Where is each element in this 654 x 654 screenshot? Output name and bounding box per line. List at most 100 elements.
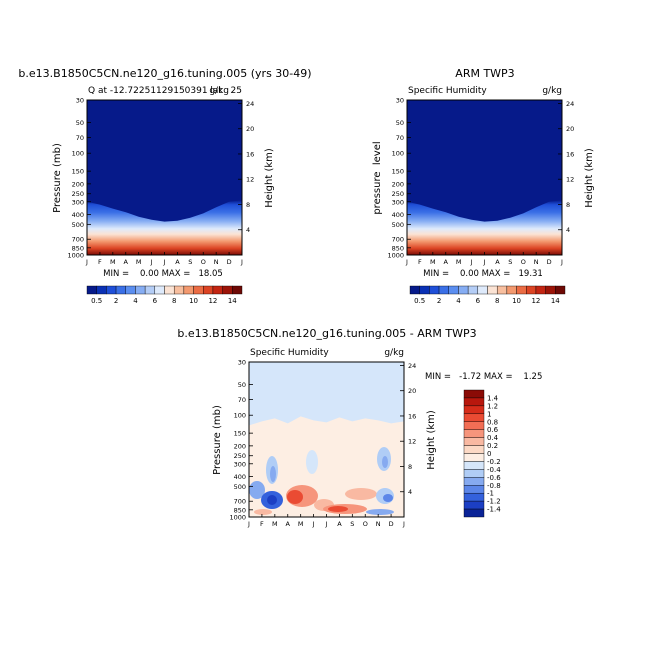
x-tick-label: F [98, 258, 102, 266]
x-tick-label: A [286, 520, 291, 528]
colorbar-swatch [438, 285, 449, 295]
panel-model-units-extra: 25 [231, 86, 242, 96]
colorbar-swatch [463, 469, 485, 478]
x-tick-label: J [325, 520, 328, 528]
colorbar-label: 0.2 [487, 442, 498, 450]
x-tick-label: S [188, 258, 192, 266]
x-tick-label: A [444, 258, 449, 266]
y-tick-label: 70 [76, 134, 84, 142]
x-tick-label: J [560, 258, 563, 266]
y-tick-label: 100 [72, 150, 84, 158]
x-tick-label: J [240, 258, 243, 266]
colorbar-swatch [463, 437, 485, 446]
colorbar-swatch [463, 492, 485, 502]
colorbar-swatch [516, 285, 527, 295]
panel-diff-ylabel-right: Height (km) [426, 410, 437, 470]
y-tick-label: 50 [238, 381, 246, 389]
y-tick-label: 150 [234, 430, 246, 438]
colorbar-swatch [458, 285, 469, 295]
panel-model-left-label: Q at -12.72251129150391 lat [88, 86, 222, 96]
y-tick-label: 400 [392, 211, 404, 219]
colorbar-swatch [463, 445, 485, 454]
y-tick-label: 70 [238, 396, 246, 404]
colorbar-label: 0.8 [487, 418, 498, 426]
colorbar-swatch [193, 285, 204, 295]
colorbar-swatch [506, 285, 517, 295]
colorbar-swatch [463, 500, 485, 510]
panel-model-moist-layer [87, 200, 242, 255]
y-tick-label: 500 [392, 221, 404, 229]
height-tick-label: 4 [408, 488, 412, 496]
panel-model-units: g/kg [209, 86, 229, 96]
panel-obs-colorbar: 0.5 2 4 6 8 10 12 14 [409, 285, 566, 305]
panel-diff-units: g/kg [384, 348, 404, 358]
colorbar-swatch [183, 285, 194, 295]
height-tick-label: 24 [408, 362, 416, 370]
y-tick-label: 200 [72, 180, 84, 188]
panel-obs: ARM TWP3 Specific Humidity g/kg 30 50 70 10… [372, 67, 595, 305]
colorbar-label: 6 [476, 297, 481, 305]
colorbar-label: 4 [456, 297, 461, 305]
colorbar-swatch [467, 285, 479, 295]
y-tick-label: 30 [396, 97, 404, 105]
colorbar-swatch [463, 485, 485, 494]
x-tick-label: M [136, 258, 142, 266]
colorbar-swatch [463, 453, 485, 462]
colorbar-label: 0.6 [487, 426, 499, 434]
colorbar-swatch [463, 461, 485, 470]
colorbar-label: -0.8 [487, 482, 501, 490]
panel-diff-ylabel: Pressure (mb) [212, 405, 223, 475]
y-tick-label: 250 [72, 190, 84, 198]
colorbar-swatch [496, 285, 508, 295]
y-tick-label: 250 [392, 190, 404, 198]
height-tick-label: 24 [566, 100, 574, 108]
panel-diff-upper-negative [249, 362, 404, 428]
x-tick-label: O [363, 520, 368, 528]
colorbar-label: 10 [189, 297, 198, 305]
colorbar-swatch [477, 285, 488, 295]
y-tick-label: 500 [72, 221, 84, 229]
panel-diff: b.e13.B1850C5CN.ne120_g16.tuning.005 - A… [177, 327, 542, 528]
x-tick-label: M [298, 520, 304, 528]
y-tick-label: 30 [76, 97, 84, 105]
colorbar-label: 12 [531, 297, 540, 305]
x-tick-label: J [163, 258, 166, 266]
height-tick-label: 4 [566, 226, 570, 234]
height-tick-label: 12 [408, 438, 416, 446]
y-tick-label: 300 [234, 460, 246, 468]
y-tick-label: 100 [234, 412, 246, 420]
colorbar-swatch [429, 285, 440, 295]
x-tick-label: J [405, 258, 408, 266]
colorbar-label: 1.4 [487, 394, 499, 402]
panel-diff-title: b.e13.B1850C5CN.ne120_g16.tuning.005 - A… [177, 327, 476, 340]
x-tick-label: F [418, 258, 422, 266]
y-tick-label: 300 [392, 198, 404, 206]
height-tick-label: 20 [408, 387, 416, 395]
colorbar-label: 8 [172, 297, 176, 305]
y-tick-label: 50 [76, 119, 84, 127]
height-tick-label: 8 [566, 201, 570, 209]
y-tick-label: 70 [396, 134, 404, 142]
panel-model-field [87, 100, 242, 255]
colorbar-label: 0.5 [91, 297, 102, 305]
colorbar-swatch [463, 405, 485, 415]
panel-obs-units: g/kg [542, 86, 562, 96]
panel-obs-ylabel-right: Height (km) [584, 148, 595, 208]
colorbar-label: 0.5 [414, 297, 425, 305]
y-tick-label: 100 [392, 150, 404, 158]
x-tick-label: D [389, 520, 394, 528]
x-tick-label: N [376, 520, 381, 528]
y-tick-label: 250 [234, 452, 246, 460]
colorbar-label: -1 [487, 490, 494, 498]
panel-diff-field [249, 362, 404, 517]
colorbar-swatch [203, 285, 214, 295]
height-tick-label: 12 [246, 176, 254, 184]
height-tick-label: 8 [246, 201, 250, 209]
x-tick-label: J [247, 520, 250, 528]
x-tick-label: J [150, 258, 153, 266]
colorbar-label: 1.2 [487, 402, 498, 410]
y-tick-label: 150 [72, 168, 84, 176]
colorbar-swatch [144, 285, 156, 295]
y-tick-label: 850 [234, 506, 246, 514]
x-tick-label: O [521, 258, 526, 266]
